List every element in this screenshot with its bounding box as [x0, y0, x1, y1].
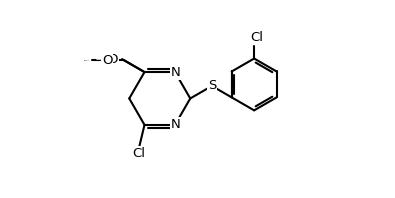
Text: N: N: [171, 66, 181, 79]
Text: methoxy: methoxy: [96, 58, 102, 60]
Text: S: S: [208, 79, 216, 92]
Text: methoxy: methoxy: [84, 60, 90, 61]
Text: N: N: [171, 118, 181, 131]
Text: O: O: [108, 53, 118, 66]
Text: Cl: Cl: [132, 147, 145, 160]
Text: Cl: Cl: [250, 31, 263, 44]
Text: O: O: [102, 54, 113, 67]
